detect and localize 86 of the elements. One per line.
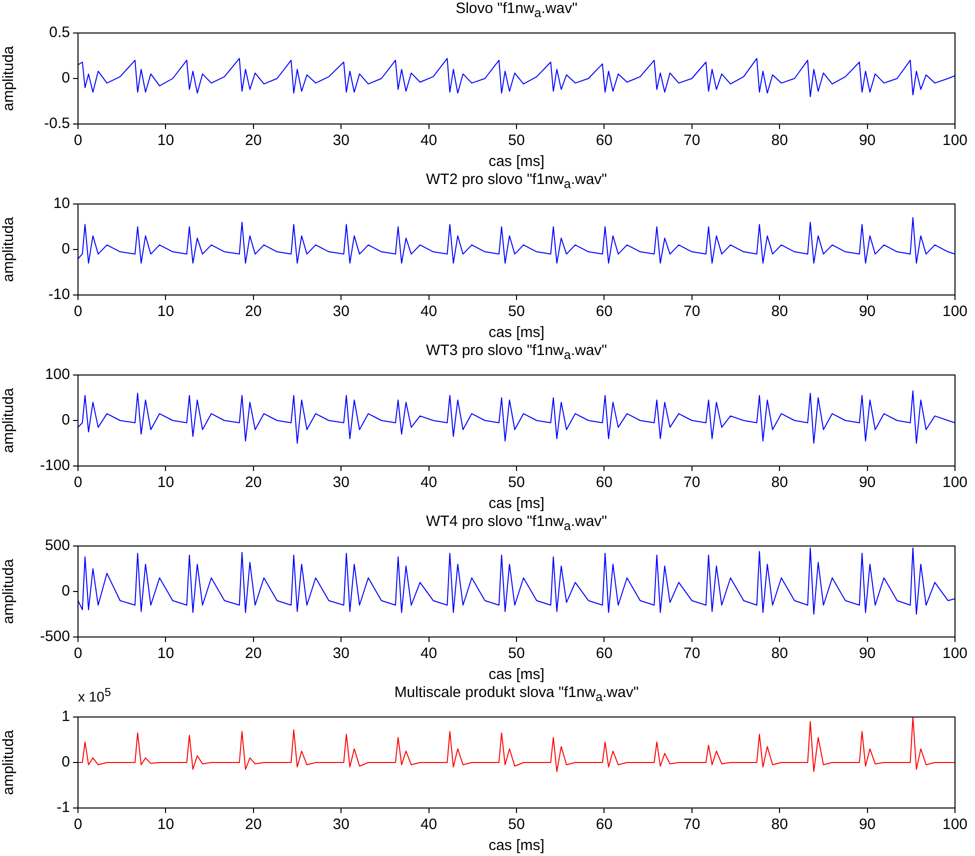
x-tick-label: 60 (596, 474, 613, 492)
x-tick-label: 20 (245, 132, 262, 150)
x-tick-label: 30 (332, 303, 350, 320)
x-tick-label: 20 (245, 645, 262, 662)
y-axis-title: amplituda (0, 45, 18, 112)
x-tick-label: 10 (157, 474, 174, 492)
x-tick-label: 40 (420, 303, 438, 320)
y-tick-label: -500 (40, 628, 70, 646)
text: x 10$^{5}$ (78, 686, 111, 705)
x-tick-label: 90 (858, 132, 876, 150)
x-tick-label: 20 (245, 474, 262, 492)
y-axis-title: amplituda (0, 216, 18, 282)
x-tick-label: 60 (596, 303, 613, 320)
x-tick-label: 30 (332, 132, 350, 150)
chart-title: WT4 pro slovo "f1nw$_{a}$.wav" (425, 513, 608, 534)
y-tick-label: 500 (44, 537, 70, 554)
y-tick-label: 100 (44, 366, 70, 384)
y-tick-label: 0 (62, 412, 70, 429)
y-tick-label: 1 (62, 708, 70, 726)
x-tick-label: 70 (684, 645, 700, 662)
y-tick-label: -0.5 (44, 115, 70, 132)
chart-title: Slovo "f1nw$_{a}$.wav" (454, 0, 578, 21)
y-tick-label: 0 (62, 582, 70, 600)
x-tick-label: 100 (942, 816, 968, 834)
y-tick-label: 0.5 (49, 24, 70, 42)
x-tick-label: 10 (157, 303, 174, 320)
x-tick-label: 40 (420, 816, 438, 834)
x-tick-label: 10 (157, 816, 174, 834)
x-tick-label: 50 (508, 303, 525, 320)
x-tick-label: 10 (157, 132, 174, 150)
x-tick-label: 80 (771, 474, 788, 492)
x-tick-label: 50 (508, 132, 525, 150)
x-tick-label: 90 (858, 816, 876, 834)
x-tick-label: 100 (942, 474, 968, 492)
x-tick-label: 70 (684, 132, 700, 150)
x-tick-label: 10 (157, 645, 174, 662)
x-tick-label: 100 (942, 645, 968, 662)
x-axis-title: cas [ms] (488, 495, 544, 512)
x-tick-label: 0 (74, 132, 82, 150)
x-tick-label: 90 (858, 303, 876, 320)
x-tick-label: 30 (332, 474, 350, 492)
x-tick-label: 60 (596, 645, 613, 662)
x-tick-label: 50 (508, 816, 525, 834)
chart-title: WT3 pro slovo "f1nw$_{a}$.wav" (425, 342, 608, 363)
x-tick-label: 40 (420, 645, 438, 662)
x-axis-title: cas [ms] (488, 837, 544, 854)
x-tick-label: 0 (74, 816, 82, 834)
y-tick-label: 0 (62, 754, 70, 771)
x-tick-label: 100 (942, 132, 968, 150)
x-tick-label: 30 (332, 645, 350, 662)
x-tick-label: 40 (420, 474, 438, 492)
x-tick-label: 80 (771, 645, 788, 662)
x-tick-label: 90 (858, 645, 876, 662)
y-axis-title: amplituda (0, 558, 18, 624)
y-tick-label: 0 (62, 240, 70, 258)
x-tick-label: 70 (684, 816, 700, 834)
x-tick-label: 30 (332, 816, 350, 834)
chart-title: Multiscale produkt slova "f1nw$_{a}$.wav" (394, 684, 639, 704)
x-axis-title: cas [ms] (488, 324, 544, 342)
x-tick-label: 20 (245, 816, 262, 834)
x-axis-title: cas [ms] (488, 153, 544, 170)
x-tick-label: 100 (942, 303, 968, 320)
y-tick-label: 10 (53, 195, 70, 212)
chart-title: WT2 pro slovo "f1nw$_{a}$.wav" (425, 171, 608, 192)
x-tick-label: 80 (771, 132, 788, 150)
x-tick-label: 50 (508, 645, 525, 662)
y-tick-label: -10 (48, 286, 70, 304)
x-tick-label: 20 (245, 303, 262, 320)
x-tick-label: 60 (596, 132, 613, 150)
y-axis-title: amplituda (0, 729, 18, 796)
x-tick-label: 70 (684, 303, 700, 320)
x-tick-label: 40 (420, 132, 438, 150)
x-tick-label: 0 (74, 474, 82, 492)
y-tick-label: -1 (56, 799, 70, 816)
x-tick-label: 0 (74, 645, 82, 662)
x-tick-label: 70 (684, 474, 700, 492)
x-axis-title: cas [ms] (488, 666, 544, 684)
x-tick-label: 0 (74, 303, 82, 320)
y-axis-title: amplituda (0, 387, 18, 454)
x-tick-label: 90 (858, 474, 876, 492)
y-tick-label: 0 (62, 70, 70, 87)
x-tick-label: 60 (596, 816, 613, 834)
x-tick-label: 50 (508, 474, 525, 492)
x-tick-label: 80 (771, 303, 788, 320)
y-tick-label: -100 (40, 457, 70, 474)
x-tick-label: 80 (771, 816, 788, 834)
